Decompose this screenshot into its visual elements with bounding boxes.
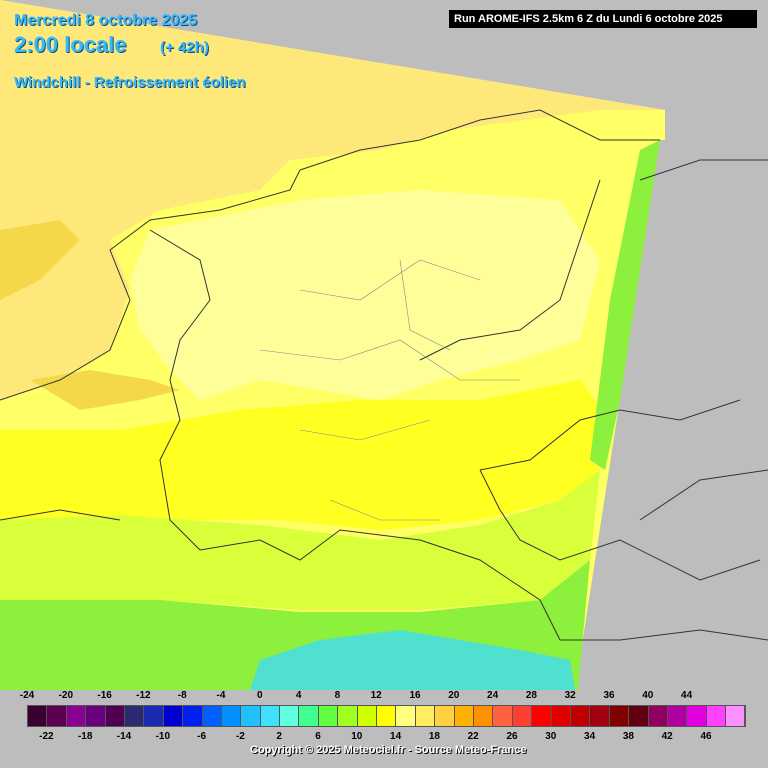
legend-tick-bottom: 42 <box>661 731 673 742</box>
legend-tick-bottom: -10 <box>155 731 171 742</box>
legend-tick-bottom: 22 <box>467 731 479 742</box>
legend-swatch <box>532 706 552 726</box>
legend-tick-bottom: 46 <box>700 731 712 742</box>
legend-swatch <box>512 706 533 726</box>
legend-tick-top: 40 <box>642 690 654 701</box>
legend-tick-top: 36 <box>603 690 615 701</box>
legend-tick-bottom: 14 <box>390 731 402 742</box>
region-borders <box>259 259 520 521</box>
east-green-strip <box>590 140 660 470</box>
legend-tick-bottom: 26 <box>506 731 518 742</box>
alps-cold-area <box>250 630 575 690</box>
legend-tick-bottom: -22 <box>39 731 54 742</box>
legend-swatch <box>648 706 668 726</box>
legend-swatch <box>280 706 300 726</box>
legend-swatch <box>570 706 591 726</box>
legend-swatch <box>47 706 67 726</box>
legend-swatch <box>124 706 145 726</box>
legend-tick-bottom: 6 <box>315 731 321 742</box>
legend-swatch <box>105 706 125 726</box>
run-info-label: Run AROME-IFS 2.5km 6 Z du Lundi 6 octob… <box>449 10 757 28</box>
legend-swatch <box>221 706 242 726</box>
legend-swatch <box>435 706 455 726</box>
legend-tick-top: 32 <box>564 690 576 701</box>
legend-swatch <box>241 706 261 726</box>
legend-tick-top: 28 <box>525 690 537 701</box>
product-title: Windchill - Refroissement éolien <box>14 74 246 91</box>
copyright-text: Copyright © 2025 Meteociel.fr - Source M… <box>250 744 527 756</box>
pale-band <box>130 190 600 400</box>
legend-swatch <box>667 706 688 726</box>
legend-swatch <box>396 706 416 726</box>
legend-tick-top: -12 <box>136 690 151 701</box>
legend-tick-top: -20 <box>58 690 74 701</box>
yellow-band <box>0 380 610 530</box>
legend-swatch <box>163 706 184 726</box>
legend-tick-bottom: 10 <box>351 731 363 742</box>
country-borders <box>0 109 768 641</box>
legend-swatch <box>357 706 378 726</box>
legend-tick-top: -24 <box>19 690 35 701</box>
legend-tick-top: 16 <box>409 690 421 701</box>
legend-tick-top: 0 <box>257 690 263 701</box>
forecast-date: Mercredi 8 octobre 2025 <box>14 12 198 29</box>
legend-tick-bottom: -14 <box>116 731 132 742</box>
legend-tick-bottom: 34 <box>584 731 596 742</box>
legend-swatch <box>338 706 358 726</box>
legend-tick-top: 12 <box>370 690 382 701</box>
legend-swatch <box>493 706 513 726</box>
legend-swatch <box>144 706 164 726</box>
legend-swatch <box>726 706 746 726</box>
legend-swatch <box>609 706 630 726</box>
legend-tick-bottom: 30 <box>545 731 557 742</box>
legend-tick-top: -8 <box>177 690 187 701</box>
legend-tick-top: 4 <box>295 690 302 701</box>
legend-swatch <box>415 706 436 726</box>
legend-tick-bottom: -18 <box>77 731 93 742</box>
legend-swatch <box>260 706 281 726</box>
legend-tick-bottom: 2 <box>276 731 282 742</box>
legend-swatch <box>28 706 48 726</box>
legend-tick-bottom: -2 <box>235 731 245 742</box>
legend-swatch <box>629 706 649 726</box>
legend-tick-top: 20 <box>448 690 460 701</box>
legend-swatch <box>454 706 474 726</box>
forecast-lead-time: (+ 42h) <box>160 39 209 56</box>
legend-tick-bottom: -6 <box>197 731 207 742</box>
legend-tick-top: -4 <box>216 690 226 701</box>
legend-tick-top: 8 <box>334 690 341 701</box>
very-warm-coast <box>0 220 180 410</box>
legend-swatch <box>551 706 571 726</box>
forecast-time: 2:00 locale <box>14 32 127 57</box>
legend-swatch <box>377 706 397 726</box>
lime-band <box>0 470 600 610</box>
legend-swatches <box>27 705 747 727</box>
legend-tick-bottom: 38 <box>622 731 634 742</box>
legend-swatch <box>687 706 707 726</box>
legend-swatch <box>66 706 87 726</box>
legend-swatch <box>318 706 339 726</box>
legend-tick-top: 24 <box>487 690 499 701</box>
legend-tick-bottom: 18 <box>428 731 440 742</box>
legend-swatch <box>590 706 610 726</box>
legend-swatch <box>183 706 203 726</box>
legend-swatch <box>299 706 319 726</box>
legend-tick-top: 44 <box>681 690 693 701</box>
legend-tick-top: -16 <box>97 690 112 701</box>
legend-swatch <box>706 706 727 726</box>
legend-swatch <box>202 706 222 726</box>
legend-swatch <box>86 706 106 726</box>
north-sea-warm-area <box>0 0 665 400</box>
legend-swatch <box>473 706 494 726</box>
